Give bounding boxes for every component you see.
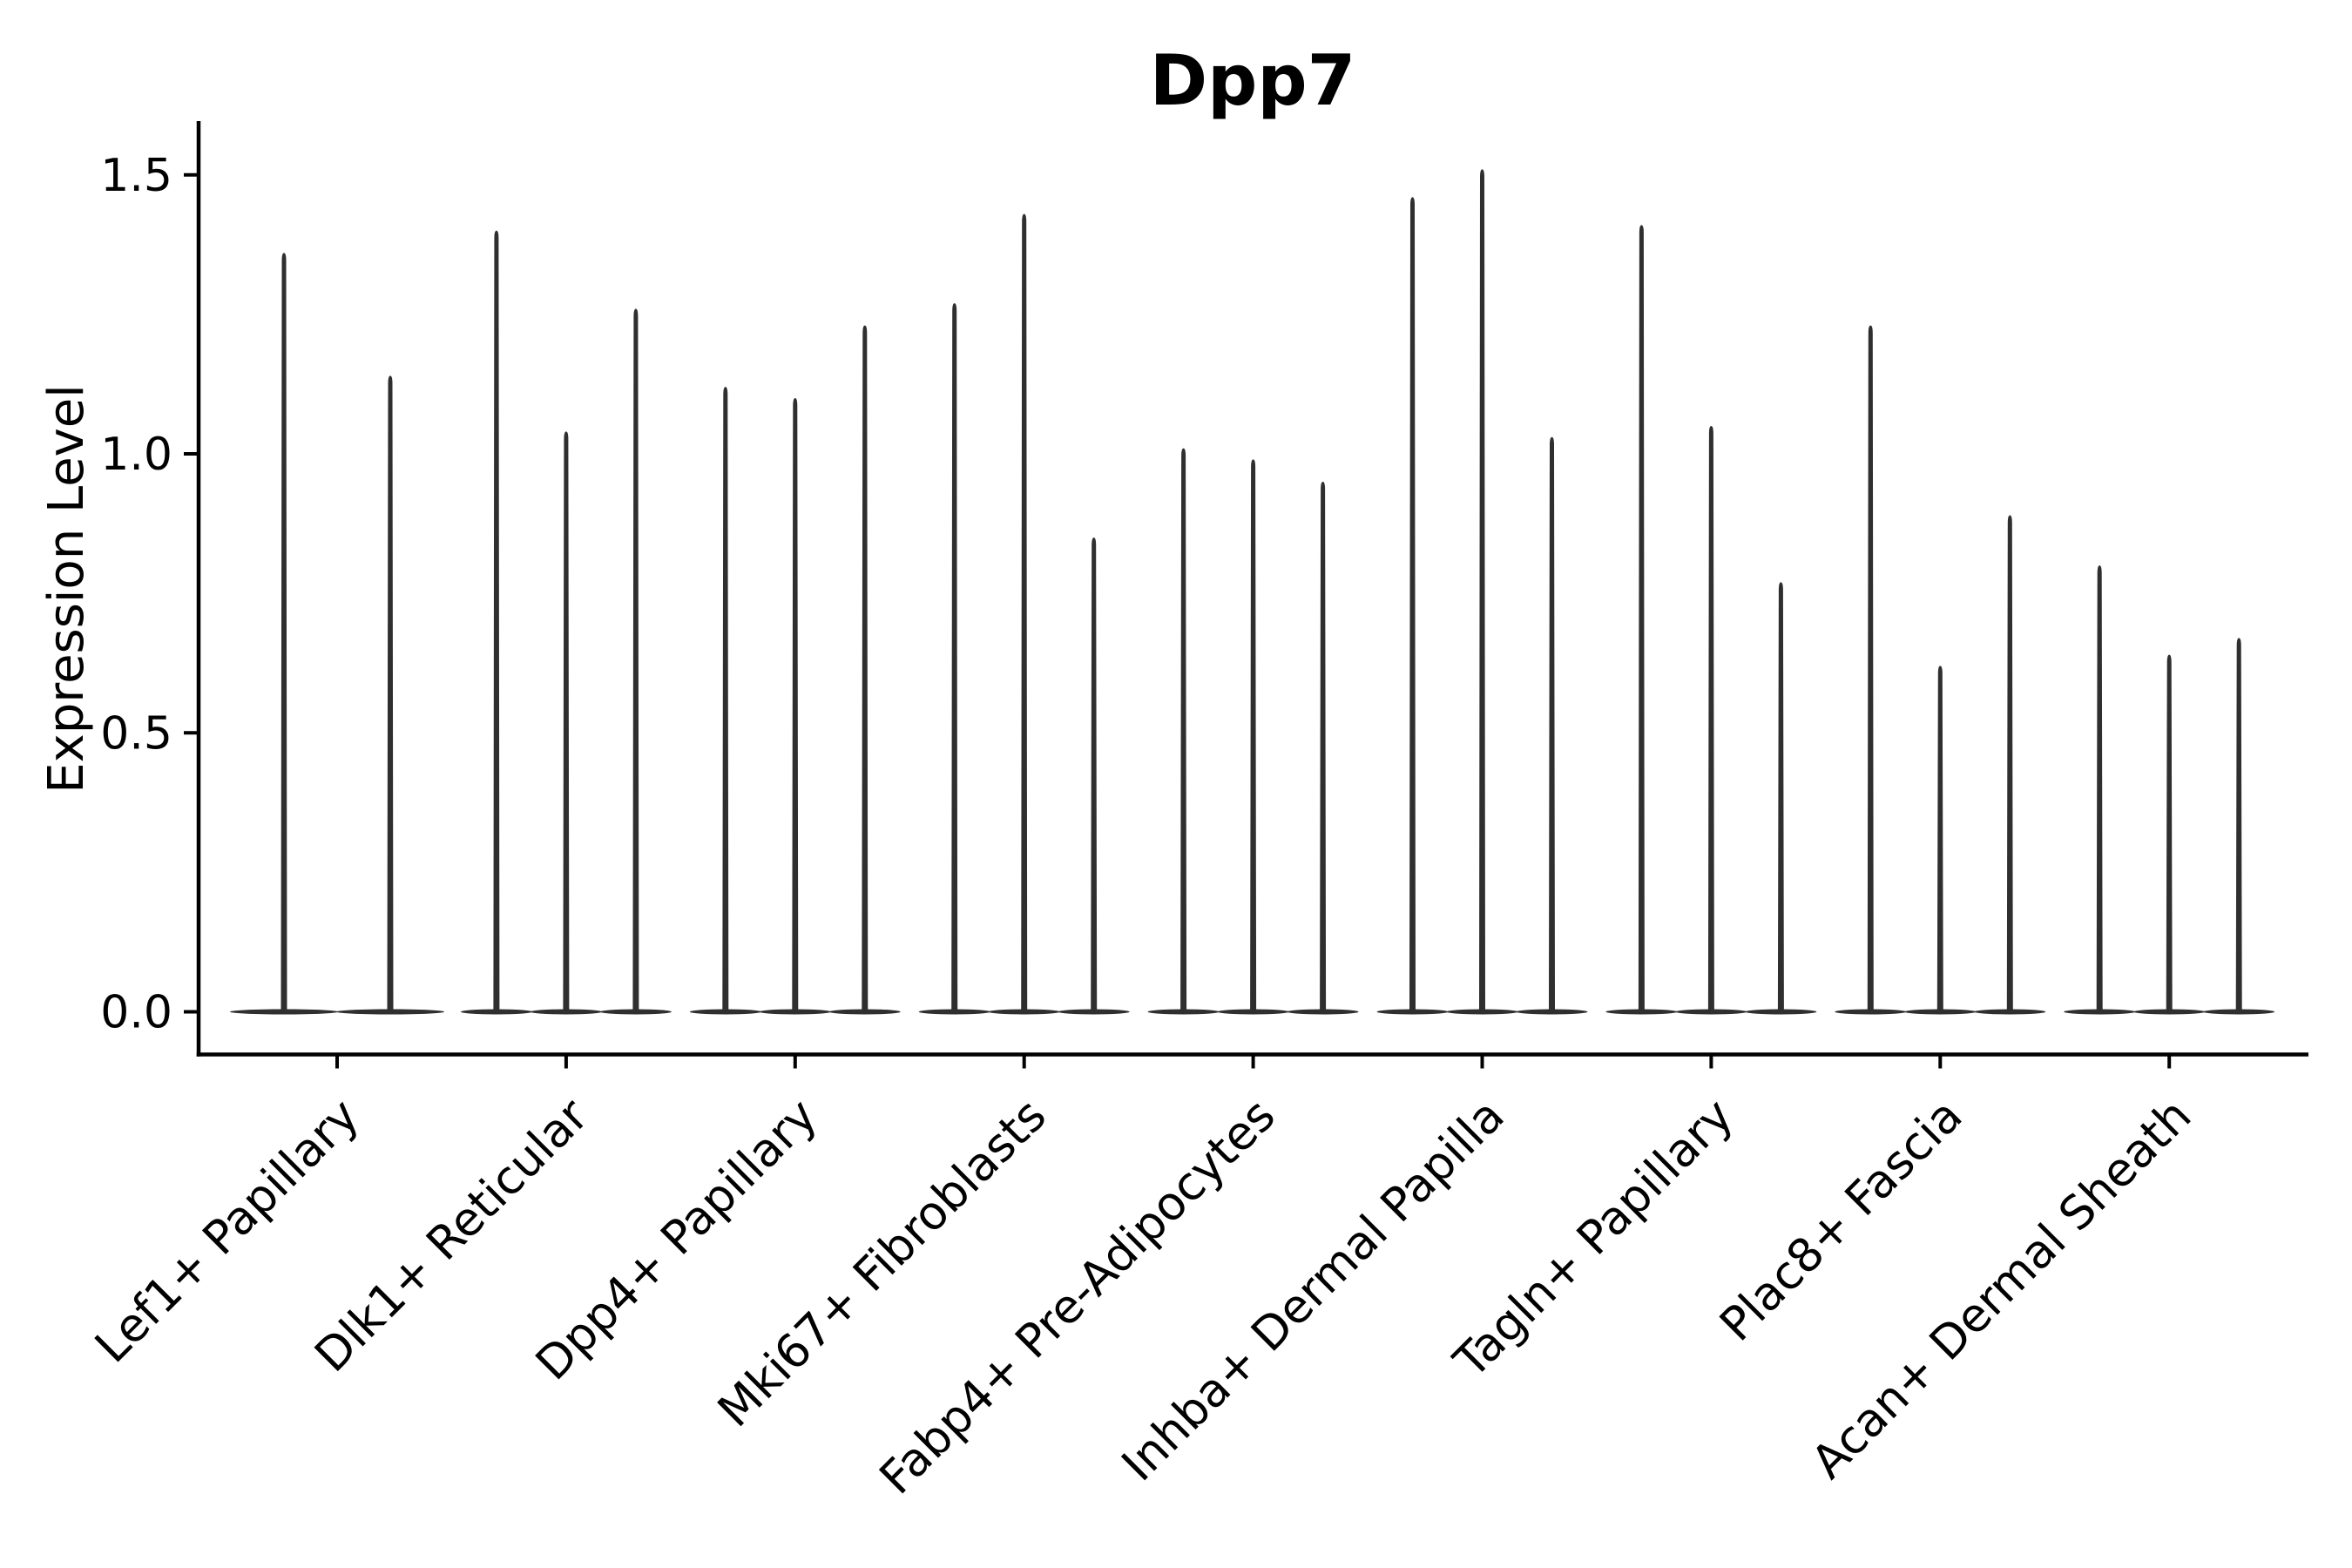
violin-spike (1091, 537, 1098, 1012)
violin-group (1376, 169, 1588, 1015)
x-tick-label: Plac8+ Fascia (1710, 1089, 1972, 1351)
violin-spike (1707, 425, 1714, 1012)
violin-spike (563, 431, 570, 1012)
violin-spike (862, 325, 868, 1012)
y-tick-label: 0.0 (100, 987, 172, 1039)
violin-spike (1320, 482, 1327, 1012)
violin-group (1605, 225, 1817, 1015)
y-axis-label: Expression Level (38, 384, 95, 794)
x-tick-label: Inhba+ Dermal Papilla (1112, 1089, 1515, 1491)
violin-spike (387, 375, 394, 1012)
violin-group (230, 253, 444, 1015)
violin-group (460, 230, 672, 1015)
violin-spike (722, 387, 729, 1012)
x-tick-label: Fabp4+ Pre-Adipocytes (870, 1089, 1286, 1504)
y-tick-label: 1.0 (100, 429, 172, 481)
violin-spike (1867, 325, 1874, 1012)
violin-spike (632, 308, 639, 1012)
violin-spike (1479, 169, 1485, 1012)
violin-spike (1549, 436, 1555, 1012)
violin-spike (1250, 459, 1257, 1012)
violin-spike (493, 230, 500, 1012)
x-tick-label: Acan+ Dermal Sheath (1801, 1089, 2201, 1489)
y-axis: 0.0 0.5 1.0 1.5 (100, 121, 201, 1057)
violin-spike (2166, 654, 2173, 1012)
violin-group (2064, 565, 2275, 1015)
violin-spike (2006, 515, 2013, 1012)
violin-spike (1409, 197, 1416, 1012)
violin-group (1835, 325, 2046, 1015)
violin-spike (1777, 582, 1784, 1012)
violin-spike (1638, 225, 1645, 1012)
violin-group (689, 325, 901, 1015)
y-tick-label: 0.5 (100, 707, 172, 760)
violin-spike (1936, 666, 1943, 1012)
violin-spike (1180, 448, 1187, 1012)
violins-layer (230, 169, 2275, 1015)
violin-spike (951, 303, 958, 1012)
y-tick-label: 1.5 (100, 150, 172, 202)
violin-spike (280, 253, 287, 1012)
violin-spike (2096, 565, 2103, 1012)
violin-spike (1021, 213, 1028, 1012)
violin-group (918, 213, 1130, 1015)
violin-spike (2235, 638, 2242, 1012)
chart-title: Dpp7 (1150, 40, 1356, 121)
violin-spike (792, 397, 799, 1012)
violin-group (1147, 448, 1359, 1015)
